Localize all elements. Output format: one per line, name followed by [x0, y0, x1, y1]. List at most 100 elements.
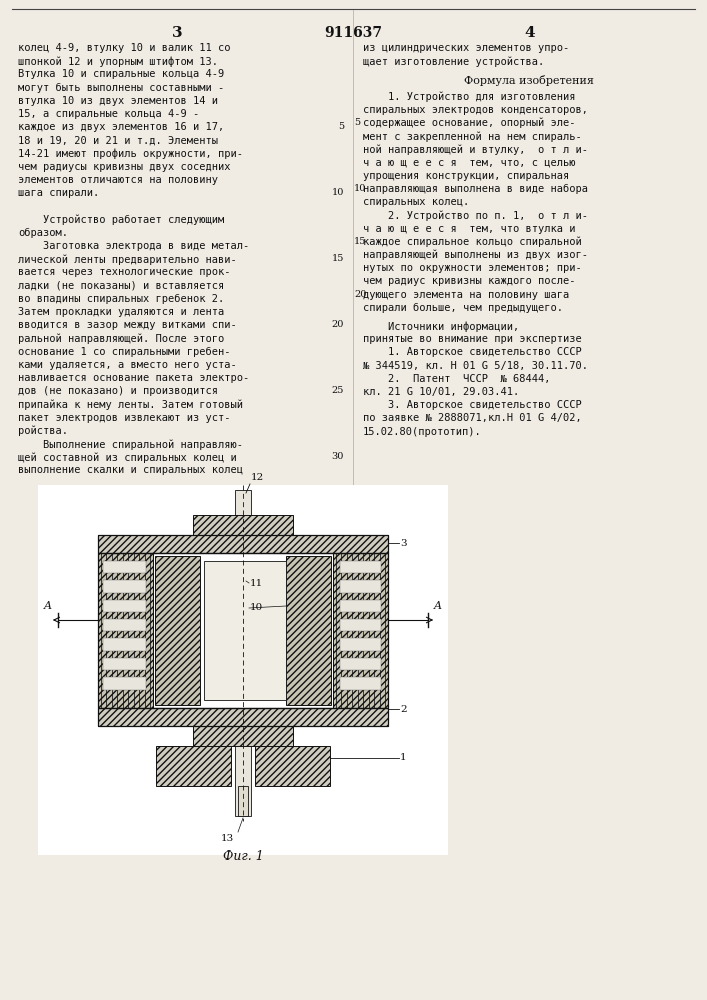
Text: дующего элемента на половину шага: дующего элемента на половину шага — [363, 290, 569, 300]
Text: 1: 1 — [400, 754, 407, 762]
Text: 911637: 911637 — [324, 26, 382, 40]
Text: Выполнение спиральной направляю-: Выполнение спиральной направляю- — [18, 439, 243, 450]
Text: ройства.: ройства. — [18, 426, 68, 436]
Text: мент с закрепленной на нем спираль-: мент с закрепленной на нем спираль- — [363, 131, 582, 142]
Text: образом.: образом. — [18, 228, 68, 238]
Text: во впадины спиральных гребенок 2.: во впадины спиральных гребенок 2. — [18, 294, 224, 304]
Bar — [193, 726, 293, 746]
Text: навливается основание пакета электро-: навливается основание пакета электро- — [18, 373, 250, 383]
Text: ками удаляется, а вместо него уста-: ками удаляется, а вместо него уста- — [18, 360, 237, 370]
Bar — [286, 556, 331, 705]
Text: из цилиндрических элементов упро-: из цилиндрических элементов упро- — [363, 43, 569, 53]
Text: Фиг. 1: Фиг. 1 — [223, 850, 264, 863]
Text: 1. Устройство для изготовления: 1. Устройство для изготовления — [363, 92, 575, 102]
Text: чем радиус кривизны каждого после-: чем радиус кривизны каждого после- — [363, 276, 575, 286]
Text: вводится в зазор между витками спи-: вводится в зазор между витками спи- — [18, 320, 237, 330]
Bar — [340, 599, 381, 612]
Bar — [38, 485, 448, 855]
Bar — [103, 599, 146, 612]
Text: 5: 5 — [354, 118, 360, 127]
Text: колец 4-9, втулку 10 и валик 11 со: колец 4-9, втулку 10 и валик 11 со — [18, 43, 230, 53]
Text: 15: 15 — [354, 237, 366, 246]
Text: припайка к нему ленты. Затем готовый: припайка к нему ленты. Затем готовый — [18, 399, 243, 410]
Bar — [340, 677, 381, 690]
Bar — [98, 535, 388, 553]
Text: шага спирали.: шага спирали. — [18, 188, 99, 198]
Text: направляющей выполнены из двух изог-: направляющей выполнены из двух изог- — [363, 250, 588, 260]
Text: № 344519, кл. Н 01 G 5/18, 30.11.70.: № 344519, кл. Н 01 G 5/18, 30.11.70. — [363, 361, 588, 371]
Text: пакет электродов извлекают из уст-: пакет электродов извлекают из уст- — [18, 413, 230, 423]
Text: 14-21 имеют профиль окружности, при-: 14-21 имеют профиль окружности, при- — [18, 149, 243, 159]
Text: щей составной из спиральных колец и: щей составной из спиральных колец и — [18, 452, 237, 463]
Bar — [156, 746, 231, 786]
Text: 15, а спиральные кольца 4-9 -: 15, а спиральные кольца 4-9 - — [18, 109, 199, 119]
Text: 3: 3 — [400, 538, 407, 548]
Bar — [193, 515, 293, 535]
Text: 12: 12 — [251, 473, 264, 482]
Text: 18 и 19, 20 и 21 и т.д. Элементы: 18 и 19, 20 и 21 и т.д. Элементы — [18, 135, 218, 145]
Text: шпонкой 12 и упорным штифтом 13.: шпонкой 12 и упорным штифтом 13. — [18, 56, 218, 67]
Text: Источники информации,: Источники информации, — [363, 321, 519, 332]
Text: A: A — [434, 601, 442, 611]
Text: 3: 3 — [172, 26, 182, 40]
Text: 5: 5 — [338, 122, 344, 131]
Text: упрощения конструкции, спиральная: упрощения конструкции, спиральная — [363, 171, 569, 181]
Text: кл. 21 G 10/01, 29.03.41.: кл. 21 G 10/01, 29.03.41. — [363, 387, 519, 397]
Text: содержащее основание, опорный эле-: содержащее основание, опорный эле- — [363, 118, 575, 128]
Bar — [238, 786, 248, 816]
Text: 15.02.80(прототип).: 15.02.80(прототип). — [363, 427, 481, 437]
Bar — [235, 490, 251, 816]
Bar — [340, 638, 381, 651]
Text: 10: 10 — [354, 184, 366, 193]
Text: чем радиусы кривизны двух соседних: чем радиусы кривизны двух соседних — [18, 162, 230, 172]
Text: 4: 4 — [525, 26, 535, 40]
Text: элементов отличаются на половину: элементов отличаются на половину — [18, 175, 218, 185]
Text: A: A — [44, 601, 52, 611]
Bar — [103, 638, 146, 651]
Bar — [340, 561, 381, 573]
Text: 30: 30 — [332, 452, 344, 461]
Text: по заявке № 2888071,кл.Н 01 G 4/02,: по заявке № 2888071,кл.Н 01 G 4/02, — [363, 413, 582, 423]
Text: ладки (не показаны) и вставляется: ладки (не показаны) и вставляется — [18, 281, 224, 291]
Text: могут быть выполнены составными -: могут быть выполнены составными - — [18, 83, 224, 93]
Text: нутых по окружности элементов; при-: нутых по окружности элементов; при- — [363, 263, 582, 273]
Text: выполнение скалки и спиральных колец: выполнение скалки и спиральных колец — [18, 465, 243, 475]
Text: втулка 10 из двух элементов 14 и: втулка 10 из двух элементов 14 и — [18, 96, 218, 106]
Text: Втулка 10 и спиральные кольца 4-9: Втулка 10 и спиральные кольца 4-9 — [18, 69, 224, 79]
Text: спиральных электродов конденсаторов,: спиральных электродов конденсаторов, — [363, 105, 588, 115]
Text: ной направляющей и втулку,  о т л и-: ной направляющей и втулку, о т л и- — [363, 144, 588, 155]
Text: 3. Авторское свидетельство СССР: 3. Авторское свидетельство СССР — [363, 400, 582, 410]
Bar — [153, 553, 333, 708]
Bar — [155, 556, 200, 705]
Bar — [98, 535, 388, 553]
Text: Заготовка электрода в виде метал-: Заготовка электрода в виде метал- — [18, 241, 250, 251]
Text: 20: 20 — [354, 290, 366, 299]
Bar — [103, 658, 146, 670]
Text: Затем прокладки удаляются и лента: Затем прокладки удаляются и лента — [18, 307, 224, 317]
Text: щает изготовление устройства.: щает изготовление устройства. — [363, 56, 544, 67]
Text: 2.  Патент  ЧССР  № 68444,: 2. Патент ЧССР № 68444, — [363, 374, 551, 384]
Text: каждое из двух элементов 16 и 17,: каждое из двух элементов 16 и 17, — [18, 122, 224, 132]
Text: спиральных колец.: спиральных колец. — [363, 197, 469, 207]
Text: дов (не показано) и производится: дов (не показано) и производится — [18, 386, 218, 396]
Text: ч а ю щ е е с я  тем, что, с целью: ч а ю щ е е с я тем, что, с целью — [363, 158, 575, 168]
Text: Формула изобретения: Формула изобретения — [464, 75, 594, 86]
Bar — [340, 580, 381, 593]
Bar — [98, 553, 388, 708]
Text: 1. Авторское свидетельство СССР: 1. Авторское свидетельство СССР — [363, 347, 582, 357]
Text: направляющая выполнена в виде набора: направляющая выполнена в виде набора — [363, 184, 588, 194]
Bar — [255, 746, 330, 786]
Text: 11: 11 — [250, 578, 263, 587]
Text: спирали больше, чем предыдущего.: спирали больше, чем предыдущего. — [363, 303, 563, 313]
Text: 13: 13 — [221, 834, 234, 843]
Text: 20: 20 — [332, 320, 344, 329]
Bar — [103, 580, 146, 593]
Text: Устройство работает следующим: Устройство работает следующим — [18, 215, 224, 225]
Text: 2. Устройство по п. 1,  о т л и-: 2. Устройство по п. 1, о т л и- — [363, 210, 588, 221]
Bar — [103, 619, 146, 631]
Text: 25: 25 — [332, 386, 344, 395]
Bar — [103, 561, 146, 573]
Text: 10: 10 — [250, 603, 263, 612]
Text: ральной направляющей. После этого: ральной направляющей. После этого — [18, 333, 224, 344]
Text: 2: 2 — [400, 704, 407, 714]
